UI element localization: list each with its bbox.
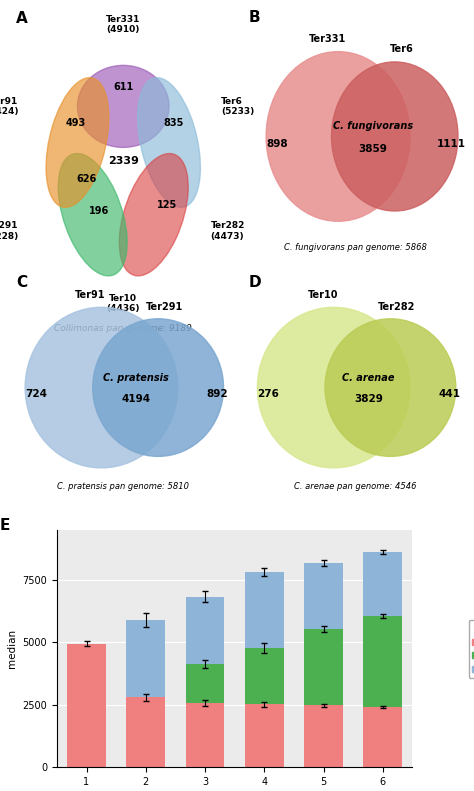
Text: Ter6: Ter6 xyxy=(390,44,413,54)
Text: 2339: 2339 xyxy=(108,156,139,165)
Bar xyxy=(186,596,224,664)
Text: 125: 125 xyxy=(157,200,177,210)
Text: 276: 276 xyxy=(257,389,279,399)
Text: 611: 611 xyxy=(113,81,133,92)
Text: D: D xyxy=(249,275,261,290)
Bar xyxy=(186,664,224,703)
Text: Ter10
(4436): Ter10 (4436) xyxy=(107,293,140,313)
Text: C. fungivorans pan genome: 5868: C. fungivorans pan genome: 5868 xyxy=(284,243,427,252)
Text: 835: 835 xyxy=(163,118,183,128)
Text: C: C xyxy=(17,275,27,290)
Legend: core, variable, singleton: core, variable, singleton xyxy=(469,619,474,678)
Text: 898: 898 xyxy=(266,139,288,149)
Text: C. fungivorans: C. fungivorans xyxy=(333,121,413,131)
Text: Ter6
(5233): Ter6 (5233) xyxy=(221,97,255,116)
Text: 4194: 4194 xyxy=(122,394,151,404)
Text: Ter282: Ter282 xyxy=(378,302,416,312)
Bar xyxy=(304,706,343,767)
Text: C. pratensis: C. pratensis xyxy=(103,373,169,384)
Text: 724: 724 xyxy=(25,389,47,399)
Bar xyxy=(245,648,283,704)
Text: Ter91: Ter91 xyxy=(75,290,106,301)
Bar xyxy=(245,572,283,648)
Circle shape xyxy=(325,319,456,456)
Circle shape xyxy=(25,307,178,467)
Text: B: B xyxy=(249,10,260,25)
Ellipse shape xyxy=(77,66,169,147)
Text: Ter91
(5424): Ter91 (5424) xyxy=(0,97,18,116)
Text: 196: 196 xyxy=(89,206,109,217)
Text: 493: 493 xyxy=(65,118,85,128)
Text: 1111: 1111 xyxy=(437,139,466,149)
Bar xyxy=(186,703,224,767)
Circle shape xyxy=(331,62,458,211)
Ellipse shape xyxy=(46,78,109,207)
Ellipse shape xyxy=(119,153,188,276)
Bar xyxy=(67,644,106,767)
Text: C. pratensis pan genome: 5810: C. pratensis pan genome: 5810 xyxy=(57,482,189,490)
Text: 3829: 3829 xyxy=(354,394,383,404)
Text: 441: 441 xyxy=(438,389,460,399)
Text: 3859: 3859 xyxy=(358,144,387,154)
Bar xyxy=(304,563,343,629)
Bar xyxy=(245,704,283,767)
Ellipse shape xyxy=(137,78,201,207)
Circle shape xyxy=(93,319,224,456)
Text: Ter331
(4910): Ter331 (4910) xyxy=(106,14,140,34)
Y-axis label: median: median xyxy=(7,629,17,668)
Text: Ter282
(4473): Ter282 (4473) xyxy=(210,221,245,240)
Ellipse shape xyxy=(58,153,127,276)
Bar xyxy=(304,629,343,706)
Text: Ter10: Ter10 xyxy=(308,290,338,301)
Bar xyxy=(127,698,165,767)
Text: Collimonas pan genome: 9189: Collimonas pan genome: 9189 xyxy=(55,324,192,333)
Circle shape xyxy=(266,51,410,221)
Circle shape xyxy=(257,307,410,467)
Bar xyxy=(364,707,402,767)
Text: Ter291: Ter291 xyxy=(146,302,183,312)
Text: 892: 892 xyxy=(206,389,228,399)
Bar xyxy=(364,615,402,707)
Text: Ter291
(5228): Ter291 (5228) xyxy=(0,221,18,240)
Text: E: E xyxy=(0,518,10,533)
Text: C. arenae: C. arenae xyxy=(342,373,395,384)
Text: A: A xyxy=(17,11,28,26)
Text: Ter331: Ter331 xyxy=(309,34,346,44)
Bar xyxy=(127,620,165,698)
Text: 626: 626 xyxy=(76,173,96,184)
Bar xyxy=(364,552,402,615)
Text: C. arenae pan genome: 4546: C. arenae pan genome: 4546 xyxy=(294,482,417,490)
